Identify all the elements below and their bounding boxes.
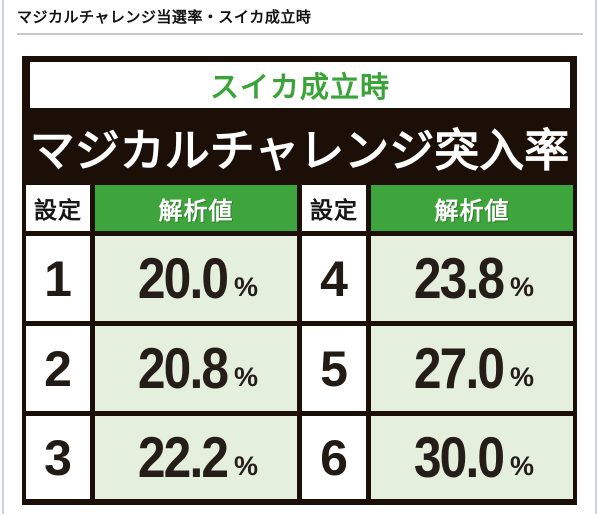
value-cell-setting-2: 20.8 % <box>95 326 297 411</box>
percent-sign: % <box>234 272 259 302</box>
page-heading: マジカルチャレンジ当選率・スイカ成立時 <box>17 9 312 26</box>
value-number: 27.0 <box>413 336 505 401</box>
value-cell-setting-4: 23.8 % <box>371 236 573 321</box>
column-header-value-right: 解析値 <box>371 185 573 231</box>
setting-cell-3: 3 <box>26 416 90 499</box>
setting-cell-1: 1 <box>26 236 90 321</box>
setting-cell-6: 6 <box>302 416 366 499</box>
percent-sign: % <box>510 451 535 481</box>
percent-sign: % <box>510 272 535 302</box>
value-number: 20.8 <box>137 336 229 401</box>
setting-cell-2: 2 <box>26 326 90 411</box>
page-left-border <box>2 0 4 514</box>
page-right-border <box>595 0 597 514</box>
column-header-value-left: 解析値 <box>95 185 297 231</box>
value-number: 20.0 <box>137 246 229 311</box>
result-panel: スイカ成立時 マジカルチャレンジ突入率 設定 解析値 設定 解析値 1 20.0… <box>22 56 577 505</box>
panel-title: マジカルチャレンジ突入率 <box>29 125 570 176</box>
value-cell-setting-6: 30.0 % <box>371 416 573 499</box>
percent-sign: % <box>510 362 535 392</box>
setting-cell-5: 5 <box>302 326 366 411</box>
panel-subtitle-box: スイカ成立時 <box>30 62 570 108</box>
value-cell-setting-1: 20.0 % <box>95 236 297 321</box>
settings-table: 設定 解析値 設定 解析値 1 20.0 % 4 23.8 % 2 20.8 %… <box>26 185 573 499</box>
column-header-setting-left: 設定 <box>26 185 90 231</box>
panel-subtitle: スイカ成立時 <box>209 72 390 104</box>
value-cell-setting-3: 22.2 % <box>95 416 297 499</box>
percent-sign: % <box>234 451 259 481</box>
column-header-setting-right: 設定 <box>302 185 366 231</box>
value-number: 30.0 <box>413 425 505 490</box>
percent-sign: % <box>234 362 259 392</box>
value-number: 22.2 <box>137 425 229 490</box>
value-number: 23.8 <box>413 246 505 311</box>
setting-cell-4: 4 <box>302 236 366 321</box>
value-cell-setting-5: 27.0 % <box>371 326 573 411</box>
heading-divider <box>17 33 583 35</box>
